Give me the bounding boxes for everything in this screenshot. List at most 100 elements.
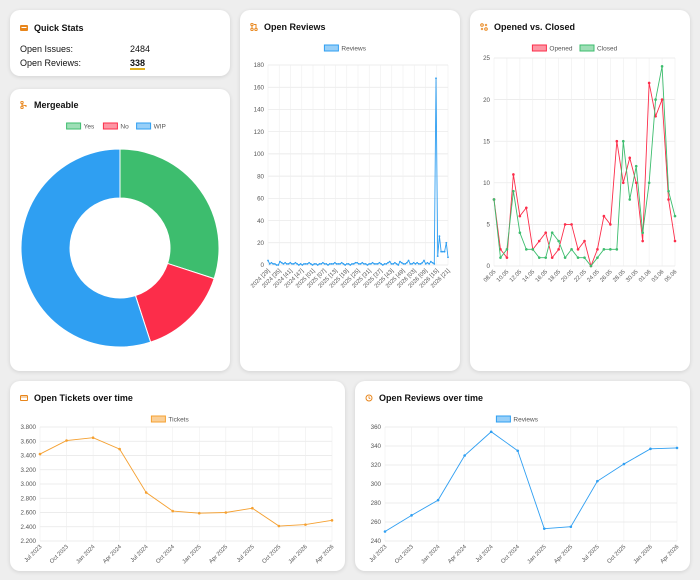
quick-stats-card: Quick Stats Open Issues: 2484 Open Revie… bbox=[10, 10, 230, 76]
data-point bbox=[609, 248, 612, 251]
open-reviews-time-header: Open Reviews over time bbox=[365, 393, 483, 403]
quick-stats-header: Quick Stats bbox=[20, 23, 84, 33]
opened-closed-title: Opened vs. Closed bbox=[494, 22, 576, 32]
legend-swatch bbox=[495, 415, 511, 423]
data-point bbox=[378, 261, 381, 264]
data-point bbox=[463, 454, 466, 457]
data-point bbox=[344, 264, 347, 266]
legend-swatch bbox=[150, 415, 166, 423]
data-point bbox=[419, 262, 422, 265]
data-point bbox=[368, 262, 371, 265]
data-point bbox=[390, 262, 393, 265]
data-point bbox=[563, 256, 567, 259]
y-tick-label: 140 bbox=[254, 107, 265, 114]
data-point bbox=[414, 262, 417, 265]
data-point bbox=[423, 259, 425, 262]
opened-closed-chart: Opened Closed 0 5 10 15 20 25 08.0510.0512.0514.… bbox=[483, 44, 678, 284]
x-tick-label: Apr 2026 bbox=[660, 544, 681, 565]
data-point bbox=[443, 250, 446, 253]
data-point bbox=[557, 239, 560, 243]
y-tick-label: 3.800 bbox=[21, 424, 37, 431]
data-point bbox=[550, 256, 554, 259]
data-point bbox=[537, 239, 541, 243]
x-tick-label: Apr 2024 bbox=[102, 544, 123, 565]
data-point bbox=[345, 262, 348, 265]
data-point bbox=[359, 262, 362, 265]
data-point bbox=[673, 239, 677, 243]
data-point bbox=[197, 511, 201, 515]
x-tick-label: 28.05 bbox=[612, 269, 627, 284]
data-point bbox=[411, 262, 413, 265]
y-tick-label: 20 bbox=[257, 240, 264, 247]
legend-swatch bbox=[531, 44, 547, 52]
data-point bbox=[287, 262, 290, 265]
data-point bbox=[330, 519, 334, 522]
x-tick-label: 22.05 bbox=[573, 269, 588, 284]
x-tick-label: Jan 2026 bbox=[633, 544, 654, 565]
data-point bbox=[369, 262, 372, 265]
open-tickets-title: Open Tickets over time bbox=[34, 393, 133, 403]
opened-closed-header: Opened vs. Closed bbox=[480, 22, 575, 32]
data-point bbox=[371, 261, 374, 264]
data-point bbox=[270, 261, 273, 264]
opened-closed-card: Opened vs. Closed Opened Closed 0 5 10 15 20 25… bbox=[470, 10, 690, 371]
open-tickets-card: Open Tickets over time Tickets 2.200 2.400… bbox=[10, 381, 345, 571]
data-point bbox=[412, 261, 415, 264]
x-tick-label: 30.05 bbox=[625, 269, 640, 284]
data-point bbox=[421, 261, 424, 264]
y-tick-label: 240 bbox=[371, 538, 382, 545]
data-point bbox=[224, 511, 228, 514]
data-point bbox=[634, 164, 638, 168]
data-point bbox=[277, 524, 281, 528]
data-point bbox=[435, 77, 437, 80]
mergeable-header: Mergeable bbox=[20, 100, 79, 110]
legend-label: Tickets bbox=[168, 417, 189, 424]
data-point bbox=[649, 447, 652, 451]
stats-icon bbox=[20, 24, 28, 32]
y-tick-label: 280 bbox=[371, 500, 382, 507]
y-tick-label: 160 bbox=[254, 84, 265, 91]
data-point bbox=[654, 98, 657, 101]
x-tick-label: 20.05 bbox=[560, 269, 575, 284]
legend-swatch bbox=[323, 44, 339, 52]
data-point bbox=[38, 452, 42, 456]
data-point bbox=[380, 262, 383, 265]
data-point bbox=[583, 256, 586, 259]
data-point bbox=[596, 248, 599, 251]
data-point bbox=[641, 239, 644, 243]
data-point bbox=[428, 262, 431, 265]
x-tick-label: 03.06 bbox=[651, 269, 666, 284]
x-tick-label: Jul 2024 bbox=[130, 544, 150, 564]
data-point bbox=[647, 181, 651, 185]
data-point bbox=[621, 181, 625, 185]
data-point bbox=[433, 262, 436, 265]
data-point bbox=[602, 248, 606, 251]
data-point bbox=[328, 262, 331, 265]
y-tick-label: 3.400 bbox=[21, 453, 37, 460]
data-point bbox=[602, 214, 606, 218]
data-point bbox=[609, 223, 612, 226]
x-tick-label: Jan 2025 bbox=[527, 544, 548, 565]
data-point bbox=[570, 248, 573, 251]
x-tick-label: Jul 2023 bbox=[369, 544, 389, 564]
data-point bbox=[634, 181, 638, 185]
data-point bbox=[576, 248, 580, 251]
data-point bbox=[544, 256, 548, 259]
data-point bbox=[366, 264, 369, 266]
y-tick-label: 180 bbox=[254, 62, 265, 69]
data-point bbox=[660, 65, 664, 68]
data-point bbox=[489, 430, 493, 434]
data-point bbox=[299, 262, 302, 265]
compare-icon bbox=[480, 23, 488, 31]
data-point bbox=[673, 214, 677, 218]
data-point bbox=[392, 262, 395, 265]
y-tick-label: 120 bbox=[254, 129, 265, 136]
x-tick-label: 08.05 bbox=[483, 269, 498, 284]
data-point bbox=[647, 81, 651, 85]
data-point bbox=[301, 264, 304, 266]
data-point bbox=[424, 262, 427, 265]
x-tick-label: Oct 2025 bbox=[606, 544, 627, 565]
y-tick-label: 3.000 bbox=[21, 481, 37, 488]
series-line bbox=[384, 431, 678, 532]
data-point bbox=[429, 260, 432, 263]
